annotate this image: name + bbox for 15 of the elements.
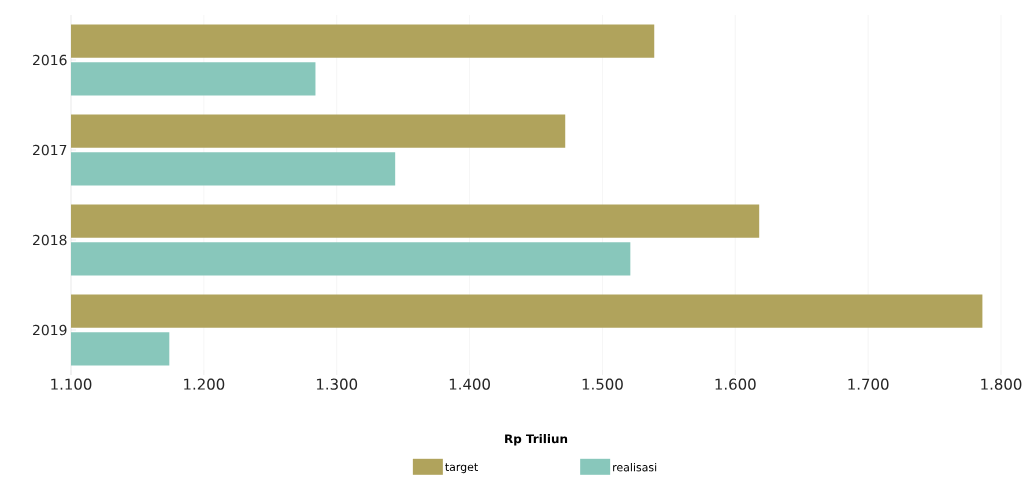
y-tick-label: 2016: [33, 54, 67, 66]
x-tick-label: 1.100: [51, 378, 92, 390]
legend-label: target: [445, 463, 478, 474]
x-tick-label: 1.700: [848, 378, 889, 390]
legend-label: realisasi: [613, 462, 657, 472]
y-tick-label: 2018: [33, 234, 67, 246]
x-tick-label: 1.200: [184, 378, 225, 390]
x-tick-label: 1.600: [715, 378, 756, 390]
y-tick-label: 2019: [33, 324, 67, 336]
x-axis-title: Rp Triliun: [505, 434, 568, 446]
y-tick-label: 2017: [33, 144, 67, 156]
x-tick-label: 1.500: [582, 378, 623, 390]
x-tick-label: 1.400: [449, 378, 490, 390]
x-tick-label: 1.800: [981, 378, 1022, 390]
x-tick-label: 1.300: [316, 378, 358, 390]
